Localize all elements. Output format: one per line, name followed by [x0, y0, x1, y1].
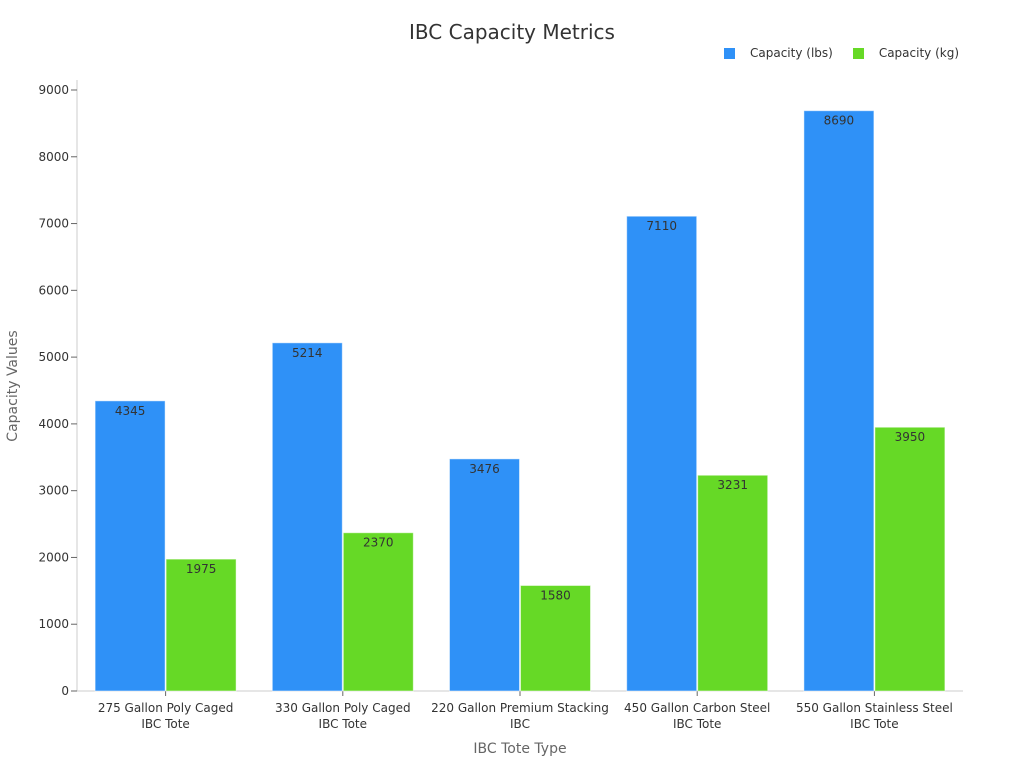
- y-tick-label: 6000: [38, 283, 69, 297]
- x-tick-label: IBC Tote: [319, 717, 367, 731]
- x-tick-label: 220 Gallon Premium Stacking: [431, 701, 609, 715]
- chart-legend: Capacity (lbs) Capacity (kg): [724, 46, 959, 60]
- y-tick-label: 3000: [38, 484, 69, 498]
- x-tick-label: IBC Tote: [141, 717, 189, 731]
- y-tick-label: 2000: [38, 550, 69, 564]
- bar-lbs[interactable]: [271, 342, 343, 692]
- bar-kg[interactable]: [874, 426, 946, 692]
- bar-value-label: 3950: [895, 430, 926, 444]
- x-tick-label: 275 Gallon Poly Caged: [98, 701, 234, 715]
- legend-label-kg: Capacity (kg): [878, 46, 960, 60]
- bar-kg[interactable]: [697, 474, 769, 692]
- bar-lbs[interactable]: [449, 458, 520, 692]
- bar-value-label: 5214: [292, 346, 323, 360]
- y-tick-label: 9000: [38, 83, 69, 97]
- x-tick-label: IBC: [510, 717, 530, 731]
- legend-swatch-kg: [852, 47, 864, 59]
- bar-value-label: 1580: [540, 588, 571, 602]
- bar-value-label: 8690: [824, 114, 855, 128]
- bar-lbs[interactable]: [94, 400, 166, 692]
- legend-item-lbs[interactable]: Capacity (lbs): [724, 46, 833, 60]
- bar-value-label: 3231: [717, 478, 748, 492]
- legend-swatch-lbs: [724, 47, 735, 59]
- bar-lbs[interactable]: [626, 215, 698, 692]
- x-axis-title: IBC Tote Type: [473, 741, 567, 757]
- y-tick-label: 0: [61, 684, 69, 698]
- y-tick-label: 4000: [38, 417, 69, 431]
- y-tick-label: 7000: [38, 217, 69, 231]
- x-tick-label: 330 Gallon Poly Caged: [275, 701, 411, 715]
- bar-value-label: 4345: [115, 404, 146, 418]
- y-tick-label: 1000: [38, 617, 69, 631]
- bar-kg[interactable]: [342, 532, 414, 692]
- bar-kg[interactable]: [165, 558, 237, 692]
- x-tick-label: 550 Gallon Stainless Steel: [796, 701, 953, 715]
- y-tick-label: 8000: [38, 150, 69, 164]
- bar-kg[interactable]: [520, 584, 591, 692]
- x-tick-label: IBC Tote: [850, 717, 898, 731]
- legend-label-lbs: Capacity (lbs): [750, 46, 833, 60]
- bar-lbs[interactable]: [803, 110, 875, 692]
- x-tick-label: 450 Gallon Carbon Steel: [624, 701, 770, 715]
- bar-value-label: 2370: [363, 536, 394, 550]
- legend-item-kg[interactable]: Capacity (kg): [852, 46, 960, 60]
- bar-value-label: 1975: [186, 562, 217, 576]
- bar-value-label: 3476: [469, 462, 500, 476]
- y-tick-label: 5000: [38, 350, 69, 364]
- x-tick-label: IBC Tote: [673, 717, 721, 731]
- chart-title: IBC Capacity Metrics: [409, 20, 615, 44]
- bar-value-label: 7110: [646, 219, 677, 233]
